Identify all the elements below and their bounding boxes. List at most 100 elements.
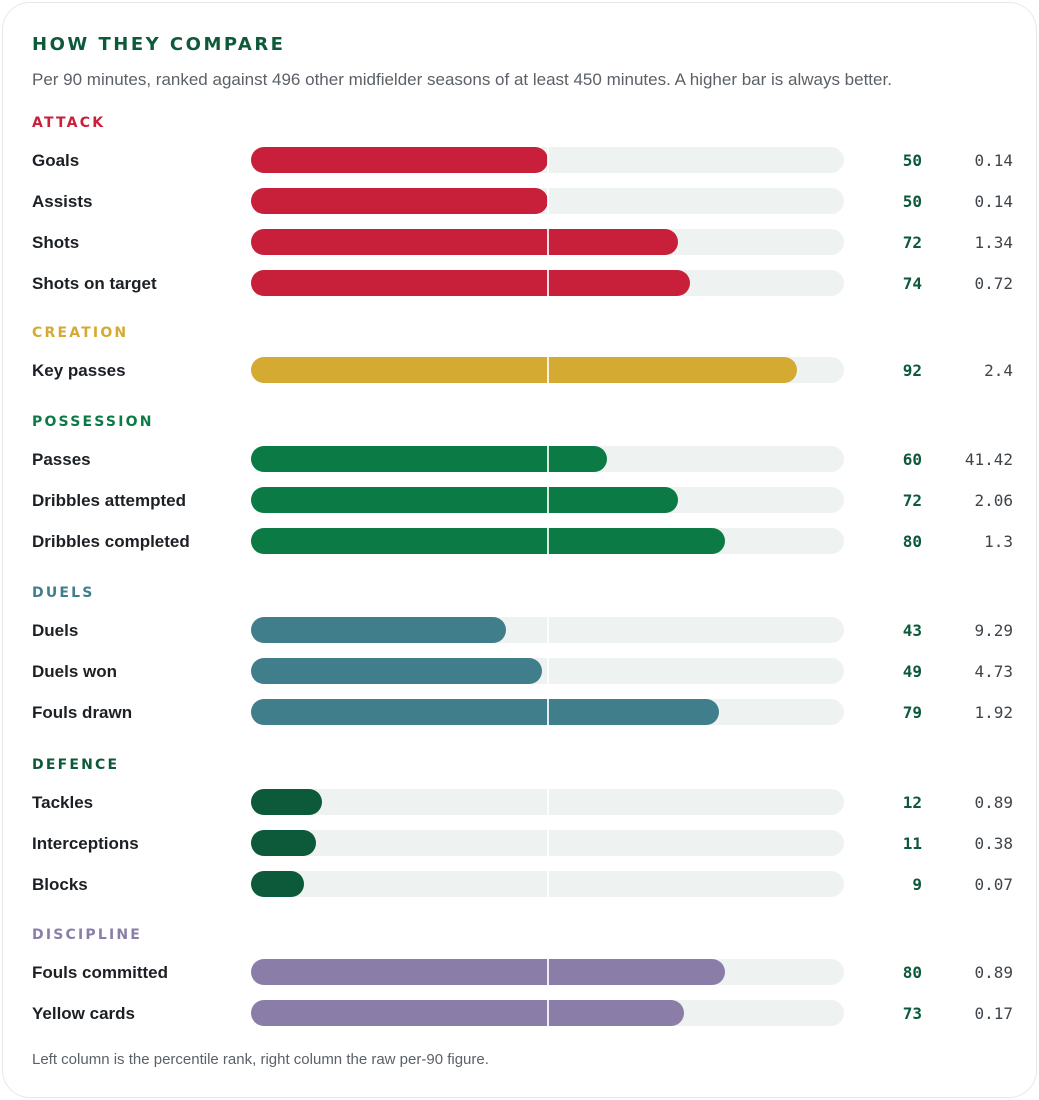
median-reference-line [547,699,549,725]
bar-fill [251,699,719,725]
metric-row: Duels 43 9.29 [3,617,1039,645]
median-reference-line [547,487,549,513]
raw-per90-value: 2.06 [974,491,1013,510]
metric-row: Interceptions 11 0.38 [3,830,1039,858]
raw-per90-value: 4.73 [974,662,1013,681]
percentile-value: 12 [902,793,922,812]
percentile-value: 92 [902,361,922,380]
percentile-value: 50 [902,151,922,170]
metric-label: Duels [32,621,79,640]
section-header-defence: DEFENCE [32,757,120,773]
bar-fill [251,188,548,214]
bar-track [251,959,844,985]
percentile-value: 73 [902,1004,922,1023]
metric-label: Passes [32,450,91,469]
median-reference-line [547,147,549,173]
bar-fill [251,617,506,643]
bar-fill [251,270,690,296]
bar-fill [251,871,304,897]
metric-label: Key passes [32,361,126,380]
bar-track [251,147,844,173]
median-reference-line [547,959,549,985]
median-reference-line [547,270,549,296]
bar-fill [251,147,548,173]
raw-per90-value: 1.34 [974,233,1013,252]
bar-track [251,871,844,897]
section-header-duels: DUELS [32,585,95,601]
percentile-value: 79 [902,703,922,722]
bar-fill [251,658,542,684]
raw-per90-value: 0.89 [974,963,1013,982]
metric-row: Duels won 49 4.73 [3,658,1039,686]
median-reference-line [547,871,549,897]
percentile-value: 49 [902,662,922,681]
metric-row: Dribbles attempted 72 2.06 [3,487,1039,515]
section-header-possession: POSSESSION [32,414,154,430]
median-reference-line [547,658,549,684]
metric-label: Tackles [32,793,94,812]
percentile-value: 80 [902,532,922,551]
raw-per90-value: 0.38 [974,834,1013,853]
bar-track [251,446,844,472]
percentile-value: 43 [902,621,922,640]
metric-row: Assists 50 0.14 [3,188,1039,216]
bar-fill [251,487,678,513]
metric-label: Goals [32,151,80,170]
median-reference-line [547,528,549,554]
metric-label: Blocks [32,875,88,894]
metric-label: Dribbles completed [32,532,190,551]
bar-track [251,617,844,643]
bar-track [251,658,844,684]
raw-per90-value: 0.17 [974,1004,1013,1023]
metric-row: Passes 60 41.42 [3,446,1039,474]
raw-per90-value: 41.42 [964,450,1013,469]
percentile-value: 74 [902,274,922,293]
median-reference-line [547,188,549,214]
metric-row: Fouls drawn 79 1.92 [3,699,1039,727]
raw-per90-value: 0.14 [974,151,1013,170]
section-header-discipline: DISCIPLINE [32,927,143,943]
metric-label: Interceptions [32,834,139,853]
median-reference-line [547,1000,549,1026]
metric-row: Yellow cards 73 0.17 [3,1000,1039,1028]
chart-subtitle: Per 90 minutes, ranked against 496 other… [32,70,892,89]
metric-row: Key passes 92 2.4 [3,357,1039,385]
bar-track [251,699,844,725]
metric-label: Shots on target [32,274,157,293]
bar-fill [251,528,725,554]
bar-track [251,357,844,383]
metric-label: Assists [32,192,93,211]
bar-fill [251,1000,684,1026]
metric-row: Shots 72 1.34 [3,229,1039,257]
median-reference-line [547,830,549,856]
bar-fill [251,959,725,985]
chart-footnote: Left column is the percentile rank, righ… [32,1051,489,1068]
raw-per90-value: 0.89 [974,793,1013,812]
metric-label: Duels won [32,662,118,681]
raw-per90-value: 0.72 [974,274,1013,293]
metric-row: Shots on target 74 0.72 [3,270,1039,298]
percentile-value: 72 [902,491,922,510]
raw-per90-value: 2.4 [984,361,1013,380]
metric-label: Yellow cards [32,1004,135,1023]
percentile-value: 80 [902,963,922,982]
bar-fill [251,357,797,383]
percentile-value: 60 [902,450,922,469]
metric-row: Tackles 12 0.89 [3,789,1039,817]
bar-fill [251,229,678,255]
bar-fill [251,830,316,856]
metric-row: Fouls committed 80 0.89 [3,959,1039,987]
metric-label: Fouls drawn [32,703,133,722]
bar-track [251,1000,844,1026]
bar-track [251,188,844,214]
metric-row: Goals 50 0.14 [3,147,1039,175]
bar-fill [251,789,322,815]
bar-fill [251,446,607,472]
median-reference-line [547,789,549,815]
metric-label: Fouls committed [32,963,169,982]
median-reference-line [547,229,549,255]
metric-row: Dribbles completed 80 1.3 [3,528,1039,556]
raw-per90-value: 1.3 [984,532,1013,551]
section-header-creation: CREATION [32,325,129,341]
metric-label: Dribbles attempted [32,491,186,510]
